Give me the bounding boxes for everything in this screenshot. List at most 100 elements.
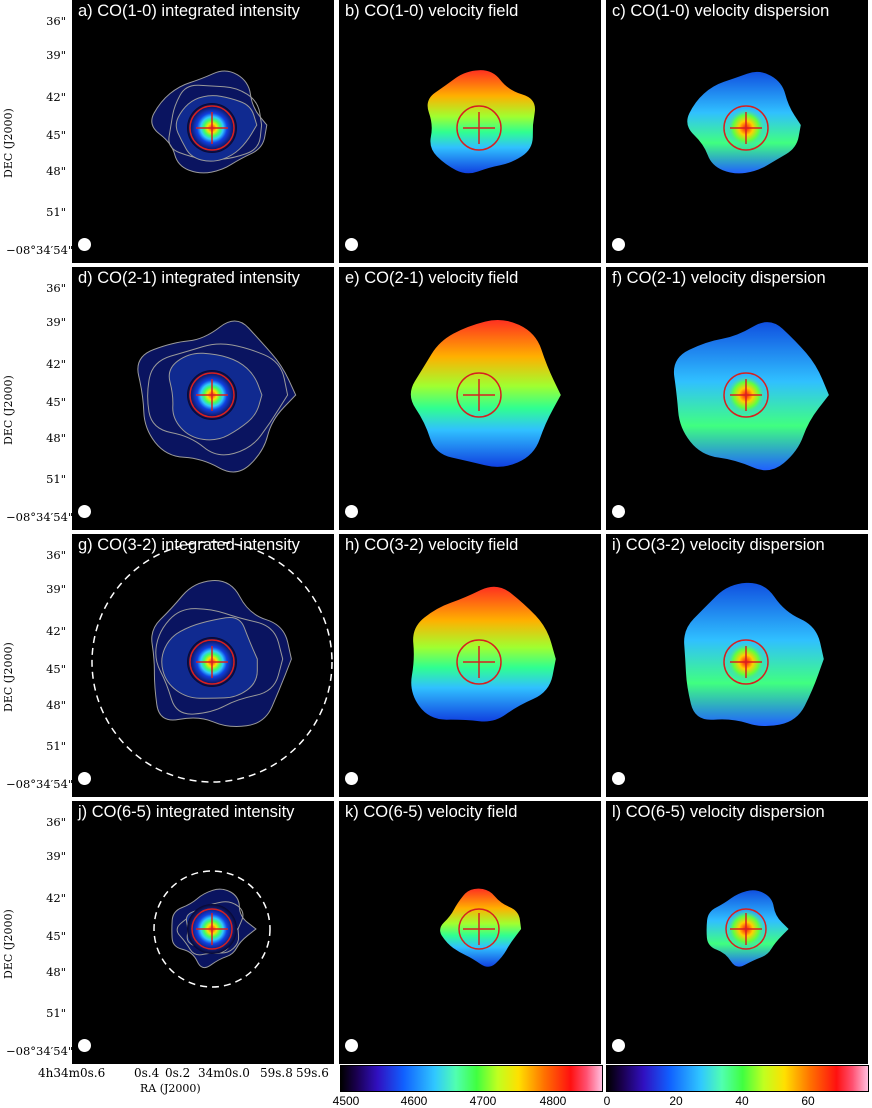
nucleus-marker: [189, 372, 235, 418]
dec-tick: 45": [46, 395, 66, 409]
dec-tick: 39": [46, 48, 66, 62]
ra-axis-label: RA (J2000): [140, 1082, 201, 1095]
beam-icon: [612, 505, 625, 518]
dec-tick: −08°34′54": [6, 1044, 74, 1058]
panel-title: e) CO(2-1) velocity field: [345, 269, 519, 287]
velocity-colorbar-tick: 4700: [469, 1094, 497, 1108]
ra-tick: 0s.4: [134, 1066, 160, 1080]
dec-tick: 51": [46, 1006, 66, 1020]
ra-tick: 34m0s.0: [198, 1066, 250, 1080]
nucleus-cross: [196, 646, 228, 678]
dispersion-colorbar-tick: 20: [669, 1094, 683, 1108]
dec-axis-label: DEC (J2000): [2, 909, 15, 979]
nucleus-marker: [725, 908, 767, 950]
primary-beam-circle: [153, 870, 271, 988]
dec-axis-label: DEC (J2000): [2, 375, 15, 445]
beam-icon: [612, 238, 625, 251]
beam-icon: [345, 1039, 358, 1052]
panel-title: g) CO(3-2) integrated intensity: [78, 536, 300, 554]
panel-intensity: j) CO(6-5) integrated intensity: [72, 801, 334, 1064]
dec-tick: 42": [46, 624, 66, 638]
nucleus-cross: [463, 913, 495, 945]
intensity-map: [137, 320, 297, 473]
dec-tick: −08°34′54": [6, 777, 74, 791]
nucleus-cross: [730, 646, 762, 678]
dec-tick: −08°34′54": [6, 510, 74, 524]
panel-title: c) CO(1-0) velocity dispersion: [612, 2, 830, 20]
beam-icon: [345, 772, 358, 785]
dec-tick: 36": [46, 815, 66, 829]
dec-axis-label: DEC (J2000): [2, 108, 15, 178]
velocity-colorbar-tick: 4800: [539, 1094, 567, 1108]
dec-tick: 45": [46, 128, 66, 142]
dec-tick: 42": [46, 891, 66, 905]
nucleus-marker: [456, 372, 502, 418]
intensity-map: [91, 541, 333, 783]
beam-icon: [345, 505, 358, 518]
dec-tick: 51": [46, 472, 66, 486]
velocity-map: [411, 586, 556, 722]
panel-dispersion: i) CO(3-2) velocity dispersion: [606, 534, 868, 797]
nucleus-cross: [463, 112, 495, 144]
nucleus-cross: [730, 913, 762, 945]
ra-tick: 59s.6: [296, 1066, 329, 1080]
panel-dispersion: l) CO(6-5) velocity dispersion: [606, 801, 868, 1064]
panel-title: d) CO(2-1) integrated intensity: [78, 269, 300, 287]
panel-dispersion: f) CO(2-1) velocity dispersion: [606, 267, 868, 530]
nucleus-marker: [456, 105, 502, 151]
nucleus-marker: [723, 105, 769, 151]
dispersion-map: [687, 71, 801, 174]
dec-tick: 36": [46, 548, 66, 562]
dispersion-colorbar-tick: 40: [735, 1094, 749, 1108]
nucleus-cross: [730, 112, 762, 144]
nucleus-marker: [723, 639, 769, 685]
nucleus-marker: [456, 639, 502, 685]
intensity-map: [153, 870, 271, 988]
nucleus-marker: [191, 908, 233, 950]
dec-tick: 48": [46, 965, 66, 979]
beam-icon: [78, 505, 91, 518]
panel-title: i) CO(3-2) velocity dispersion: [612, 536, 825, 554]
dispersion-colorbar-tick: 0: [603, 1094, 611, 1108]
beam-icon: [345, 238, 358, 251]
velocity-region: [427, 70, 536, 174]
dec-tick: 42": [46, 90, 66, 104]
ra-tick: 0s.2: [165, 1066, 191, 1080]
panel-title: k) CO(6-5) velocity field: [345, 803, 518, 821]
nucleus-cross: [196, 112, 228, 144]
ra-tick: 59s.8: [260, 1066, 293, 1080]
dec-tick: 45": [46, 929, 66, 943]
nucleus-cross: [730, 379, 762, 411]
dispersion-map: [706, 890, 789, 967]
velocity-colorbar-tick: 4500: [332, 1094, 360, 1108]
nucleus-marker: [723, 372, 769, 418]
nucleus-cross: [463, 646, 495, 678]
nucleus-cross: [196, 913, 228, 945]
velocity-region: [440, 888, 522, 967]
dec-tick: 39": [46, 849, 66, 863]
intensity-map: [151, 70, 268, 174]
panel-title: j) CO(6-5) integrated intensity: [78, 803, 295, 821]
panel-title: a) CO(1-0) integrated intensity: [78, 2, 300, 20]
velocity-map: [427, 70, 536, 174]
beam-icon: [612, 772, 625, 785]
dec-tick: 51": [46, 739, 66, 753]
panel-velocity: e) CO(2-1) velocity field: [339, 267, 601, 530]
panel-velocity: h) CO(3-2) velocity field: [339, 534, 601, 797]
panel-intensity: d) CO(2-1) integrated intensity: [72, 267, 334, 530]
dec-tick: 42": [46, 357, 66, 371]
nucleus-marker: [189, 105, 235, 151]
dec-tick: 48": [46, 698, 66, 712]
dec-tick: 39": [46, 315, 66, 329]
panel-velocity: b) CO(1-0) velocity field: [339, 0, 601, 263]
dec-axis-label: DEC (J2000): [2, 642, 15, 712]
nucleus-marker: [458, 908, 500, 950]
nucleus-marker: [189, 639, 235, 685]
dispersion-map: [684, 582, 824, 727]
panel-intensity: a) CO(1-0) integrated intensity: [72, 0, 334, 263]
primary-beam-circle: [91, 541, 333, 783]
dec-tick: 48": [46, 164, 66, 178]
velocity-region: [411, 586, 556, 722]
panel-dispersion: c) CO(1-0) velocity dispersion: [606, 0, 868, 263]
dec-tick: 45": [46, 662, 66, 676]
